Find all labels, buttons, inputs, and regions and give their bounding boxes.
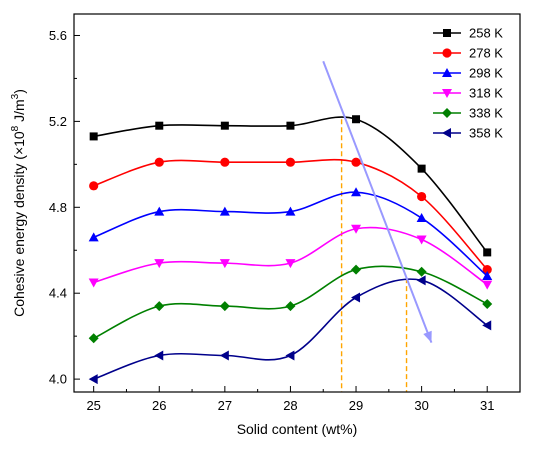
legend: 258 K 278 K 298 K 318 K 338 K 358 K bbox=[433, 26, 503, 141]
data-point bbox=[416, 266, 427, 277]
y-axis-title-main: Cohesive energy density (×10 bbox=[11, 131, 27, 317]
data-point bbox=[89, 181, 99, 191]
legend-label: 278 K bbox=[469, 46, 503, 61]
x-tick-label: 27 bbox=[218, 398, 232, 413]
data-point bbox=[482, 320, 492, 331]
y-axis-title: Cohesive energy density (×108 J/m3) bbox=[10, 89, 27, 317]
legend-label: 258 K bbox=[469, 26, 503, 41]
y-axis-title-sup1: 8 bbox=[10, 125, 21, 131]
data-point bbox=[351, 292, 361, 303]
data-point bbox=[88, 333, 99, 344]
y-tick-label: 5.6 bbox=[49, 28, 67, 43]
x-tick-label: 29 bbox=[349, 398, 363, 413]
y-axis-title-end: ) bbox=[11, 89, 27, 94]
data-point bbox=[219, 350, 229, 361]
trend-arrow-head bbox=[423, 330, 432, 343]
data-point bbox=[88, 232, 99, 242]
legend-label: 298 K bbox=[469, 66, 503, 81]
data-point bbox=[352, 115, 361, 124]
data-point bbox=[285, 350, 295, 361]
plot-frame bbox=[73, 13, 521, 393]
legend-marker bbox=[442, 108, 452, 118]
data-point bbox=[482, 280, 493, 290]
data-point bbox=[154, 301, 165, 312]
data-point bbox=[416, 213, 427, 223]
x-tick-label: 31 bbox=[480, 398, 494, 413]
data-point bbox=[155, 121, 164, 130]
data-point bbox=[483, 248, 492, 257]
data-point bbox=[416, 235, 427, 245]
data-point bbox=[351, 264, 362, 275]
legend-marker bbox=[442, 89, 452, 98]
data-point bbox=[154, 206, 165, 216]
y-tick-label: 4.8 bbox=[49, 200, 67, 215]
data-point bbox=[88, 278, 99, 288]
data-point bbox=[482, 298, 493, 309]
x-tick-label: 30 bbox=[414, 398, 428, 413]
y-tick-label: 5.2 bbox=[49, 114, 67, 129]
data-point bbox=[89, 132, 98, 141]
data-point bbox=[351, 224, 362, 234]
data-point bbox=[351, 187, 362, 197]
data-point bbox=[285, 259, 296, 269]
data-point bbox=[285, 301, 296, 312]
legend-marker bbox=[443, 29, 451, 37]
data-point bbox=[417, 164, 426, 173]
legend-marker bbox=[442, 48, 452, 58]
axes-layer: 25 26 27 28 29 30 31 4.0 4.4 4.8 5.2 5.6 bbox=[49, 28, 495, 413]
data-point bbox=[88, 374, 98, 385]
y-tick-label: 4.0 bbox=[49, 372, 67, 387]
y-axis-title-mid: J/m bbox=[11, 99, 27, 125]
data-point bbox=[482, 264, 492, 275]
legend-label: 338 K bbox=[469, 106, 503, 121]
plot-layer bbox=[88, 60, 493, 392]
data-point bbox=[219, 259, 230, 269]
x-tick-label: 25 bbox=[86, 398, 100, 413]
data-point bbox=[351, 157, 361, 167]
x-tick-label: 28 bbox=[283, 398, 297, 413]
data-point bbox=[220, 157, 230, 167]
x-axis-title: Solid content (wt%) bbox=[237, 421, 358, 437]
data-point bbox=[285, 206, 296, 216]
data-point bbox=[220, 121, 229, 130]
data-point bbox=[154, 157, 164, 167]
data-point bbox=[417, 191, 427, 202]
data-point bbox=[482, 271, 493, 281]
data-point bbox=[154, 350, 164, 361]
legend-label: 318 K bbox=[469, 86, 503, 101]
data-point bbox=[219, 206, 230, 216]
legend-label: 358 K bbox=[469, 126, 503, 141]
trend-arrow bbox=[322, 60, 433, 343]
data-point bbox=[219, 301, 230, 312]
data-point bbox=[286, 121, 295, 130]
y-tick-label: 4.4 bbox=[49, 286, 67, 301]
x-tick-label: 26 bbox=[152, 398, 166, 413]
legend-marker bbox=[442, 68, 452, 77]
data-point bbox=[154, 259, 165, 269]
data-point bbox=[416, 275, 426, 286]
legend-marker bbox=[442, 128, 451, 138]
data-point bbox=[285, 157, 296, 167]
y-axis-title-sup2: 3 bbox=[10, 93, 21, 99]
